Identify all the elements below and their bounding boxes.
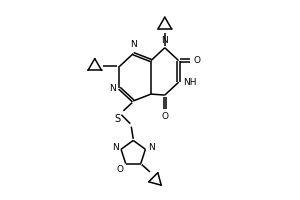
Text: N: N bbox=[109, 84, 116, 93]
Text: N: N bbox=[161, 36, 168, 45]
Text: N: N bbox=[112, 143, 119, 152]
Text: S: S bbox=[114, 114, 120, 124]
Text: O: O bbox=[161, 112, 168, 121]
Text: O: O bbox=[117, 165, 124, 174]
Text: O: O bbox=[193, 56, 200, 65]
Text: N: N bbox=[130, 40, 136, 49]
Text: N: N bbox=[148, 143, 154, 152]
Text: NH: NH bbox=[183, 78, 196, 87]
